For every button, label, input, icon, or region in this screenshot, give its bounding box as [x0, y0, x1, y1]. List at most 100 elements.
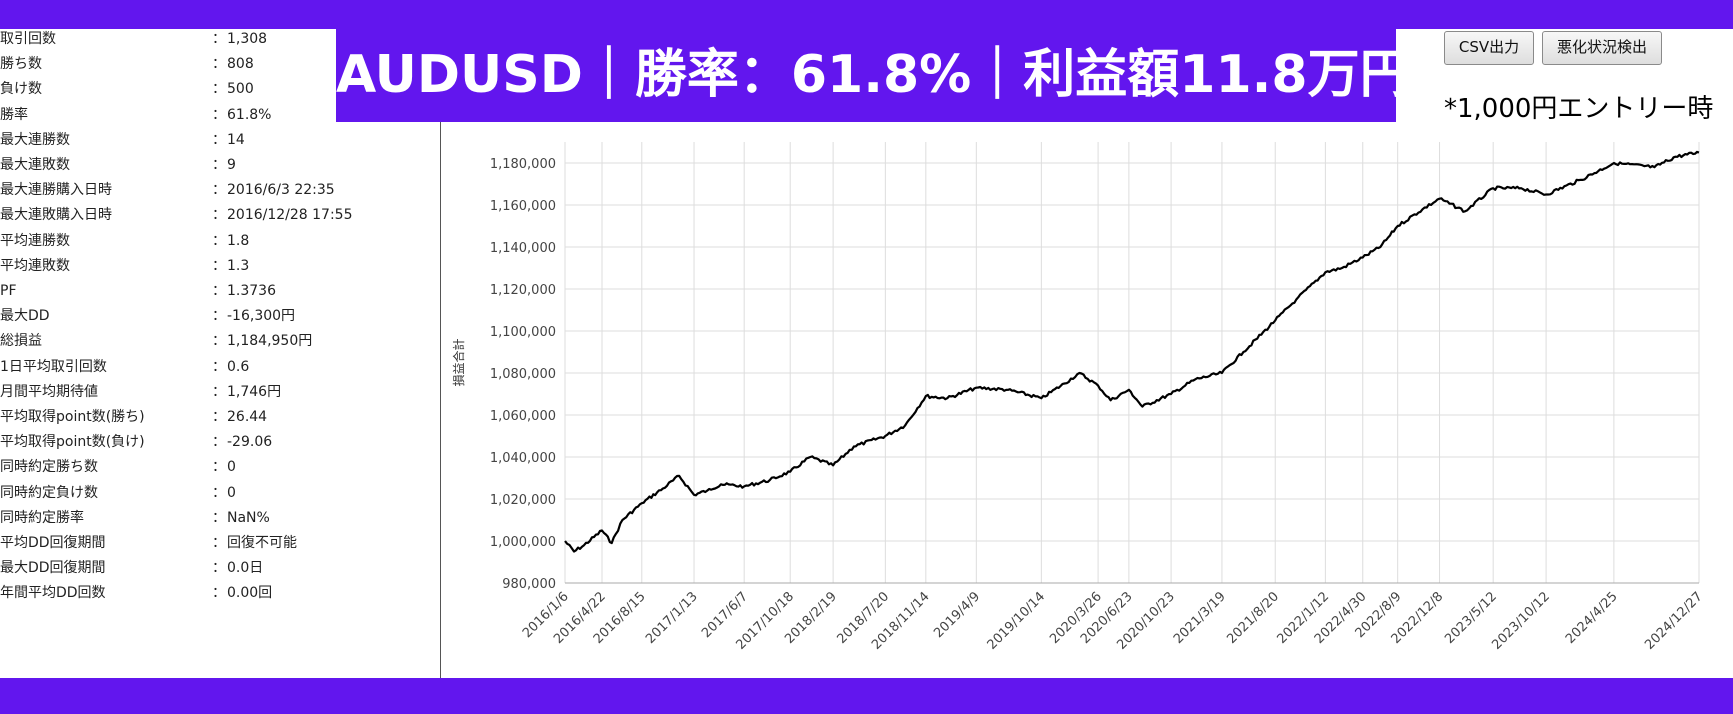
- y-tick-label: 1,060,000: [490, 409, 556, 424]
- stat-separator: ：: [212, 131, 226, 148]
- y-tick-label: 1,000,000: [490, 535, 556, 550]
- stat-label: 年間平均DD回数: [0, 585, 106, 602]
- stat-value: 1.3736: [227, 283, 276, 299]
- y-tick-label: 1,140,000: [490, 241, 556, 256]
- stat-row: 負け数 ： 500: [0, 80, 440, 105]
- stat-separator: ：: [212, 207, 226, 224]
- stat-label: 1日平均取引回数: [0, 358, 107, 375]
- stat-value: 808: [227, 56, 254, 73]
- stat-value: -29.06: [227, 434, 273, 451]
- stat-label: 最大連敗数: [0, 157, 70, 173]
- y-tick-label: 1,040,000: [490, 451, 556, 466]
- stat-row: 平均取得point数(負け) ： -29.06: [0, 433, 440, 458]
- stat-label: 平均取得point数(勝ち): [0, 409, 145, 425]
- stat-value: 1,308: [227, 31, 268, 47]
- stat-label: 同時約定負け数: [0, 484, 98, 501]
- stat-separator: ：: [212, 283, 226, 299]
- x-tick-label: 2017/1/13: [643, 589, 701, 647]
- stat-value: 500: [227, 81, 254, 98]
- stat-row: 同時約定負け数 ： 0: [0, 484, 440, 509]
- stat-separator: ：: [212, 56, 226, 73]
- y-axis-label: 損益合計: [451, 338, 466, 386]
- stat-value: 26.44: [227, 409, 268, 425]
- stat-row: 1日平均取引回数 ： 0.6: [0, 358, 440, 383]
- stat-row: 最大連敗購入日時 ： 2016/12/28 17:55: [0, 206, 440, 231]
- csv-export-button[interactable]: CSV出力: [1444, 31, 1534, 65]
- stat-separator: ：: [212, 308, 226, 325]
- stat-value: 0.6: [227, 358, 250, 375]
- stat-separator: ：: [212, 232, 226, 249]
- stat-row: PF ： 1.3736: [0, 282, 440, 307]
- bottom-band: [0, 678, 1733, 714]
- stat-value: 1,184,950円: [227, 333, 313, 350]
- stat-label: 最大連勝数: [0, 131, 70, 148]
- stat-separator: ：: [212, 434, 226, 451]
- stat-label: 最大連勝購入日時: [0, 182, 112, 199]
- stat-label: 最大DD回復期間: [0, 560, 106, 577]
- stat-value: 14: [227, 131, 245, 148]
- stat-separator: ：: [212, 484, 226, 501]
- stat-value: 0.00回: [227, 585, 273, 602]
- stat-label: 最大DD: [0, 308, 50, 325]
- stat-row: 最大DD回復期間 ： 0.0日: [0, 559, 440, 584]
- y-tick-label: 1,180,000: [490, 157, 556, 172]
- stat-separator: ：: [212, 459, 226, 476]
- stat-label: 月間平均期待値: [0, 383, 98, 400]
- stat-label: 平均連敗数: [0, 257, 70, 274]
- stat-row: 平均連勝数 ： 1.8: [0, 232, 440, 257]
- stat-label: 勝ち数: [0, 56, 42, 73]
- stat-value: 2016/6/3 22:35: [227, 182, 335, 199]
- stat-label: 負け数: [0, 81, 42, 98]
- stat-value: 1,746円: [227, 383, 282, 400]
- equity-line: [564, 150, 1700, 553]
- x-tick-label: 2021/3/19: [1171, 589, 1229, 647]
- stat-value: 61.8%: [227, 106, 272, 123]
- stat-row: 年間平均DD回数 ： 0.00回: [0, 584, 440, 609]
- stat-label: 同時約定勝ち数: [0, 459, 98, 476]
- stat-separator: ：: [212, 81, 226, 98]
- stat-row: 月間平均期待値 ： 1,746円: [0, 383, 440, 408]
- stat-label: 平均連勝数: [0, 232, 70, 249]
- stat-separator: ：: [212, 409, 226, 425]
- equity-chart: 980,000 1,000,000 1,020,000 1,040,000 1,060,…: [451, 142, 1706, 653]
- stat-row: 最大DD ： -16,300円: [0, 307, 440, 332]
- stat-separator: ：: [212, 31, 226, 47]
- stat-separator: ：: [212, 182, 226, 199]
- stat-row: 取引回数 ： 1,308: [0, 30, 440, 55]
- stat-value: NaN%: [227, 509, 270, 526]
- stat-row: 同時約定勝ち数 ： 0: [0, 458, 440, 483]
- x-tick-label: 2024/4/25: [1563, 589, 1621, 647]
- stat-row: 最大連勝購入日時 ： 2016/6/3 22:35: [0, 181, 440, 206]
- stat-value: 1.3: [227, 257, 250, 274]
- stat-separator: ：: [212, 509, 226, 526]
- stat-row: 同時約定勝率 ： NaN%: [0, 509, 440, 534]
- x-tick-label: 2019/4/9: [931, 589, 983, 641]
- stat-row: 勝ち数 ： 808: [0, 55, 440, 80]
- stat-label: 平均取得point数(負け): [0, 434, 145, 451]
- x-tick-label: 2023/5/12: [1442, 589, 1500, 647]
- stat-separator: ：: [212, 358, 226, 375]
- stat-separator: ：: [212, 333, 226, 350]
- stat-row: 最大連敗数 ： 9: [0, 156, 440, 181]
- stat-value: 0: [227, 459, 236, 476]
- stat-value: 1.8: [227, 232, 250, 249]
- title-banner: AUDUSD｜勝率：61.8%｜利益額11.8万円*: [336, 29, 1439, 122]
- stat-row: 平均DD回復期間 ：回復不可能: [0, 534, 440, 559]
- entry-note: *1,000円エントリー時: [1444, 94, 1714, 124]
- detect-deterioration-button[interactable]: 悪化状況検出: [1542, 31, 1662, 65]
- stat-value: 9: [227, 157, 236, 173]
- y-tick-label: 1,020,000: [490, 493, 556, 508]
- x-tick-label: 2021/8/20: [1224, 589, 1282, 647]
- stat-separator: ：: [212, 535, 226, 551]
- panel-divider: [440, 117, 441, 678]
- stat-row: 平均取得point数(勝ち) ： 26.44: [0, 408, 440, 433]
- stat-separator: ：: [212, 106, 226, 123]
- stat-separator: ：: [212, 257, 226, 274]
- stat-separator: ：: [212, 157, 226, 173]
- top-band: [0, 0, 1733, 29]
- stat-label: 総損益: [0, 333, 42, 350]
- stat-value: 0.0日: [227, 560, 264, 577]
- stat-separator: ：: [212, 383, 226, 400]
- stat-label: 同時約定勝率: [0, 509, 84, 526]
- stat-label: 平均DD回復期間: [0, 535, 106, 551]
